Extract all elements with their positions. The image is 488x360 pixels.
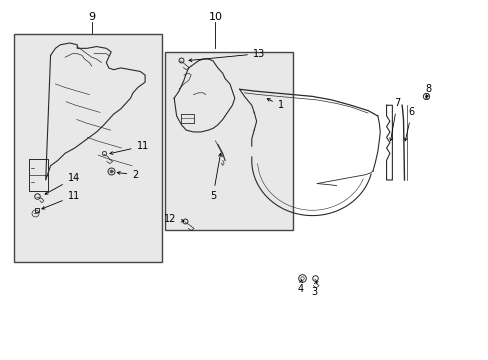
Text: 2: 2: [117, 170, 138, 180]
Text: 11: 11: [42, 191, 80, 209]
Bar: [14, 34, 162, 262]
Text: 14: 14: [45, 173, 80, 194]
Text: 9: 9: [88, 12, 95, 22]
Text: 13: 13: [189, 49, 264, 62]
Text: 3: 3: [311, 281, 317, 297]
Text: 10: 10: [208, 12, 222, 22]
Text: 11: 11: [110, 141, 148, 154]
Text: 5: 5: [209, 153, 221, 201]
Text: 7: 7: [389, 99, 400, 141]
Text: 12: 12: [164, 214, 183, 224]
Text: 6: 6: [404, 107, 414, 141]
Text: 1: 1: [266, 99, 284, 110]
Text: 4: 4: [297, 280, 303, 293]
Bar: [164, 52, 292, 230]
Text: 8: 8: [425, 84, 431, 97]
